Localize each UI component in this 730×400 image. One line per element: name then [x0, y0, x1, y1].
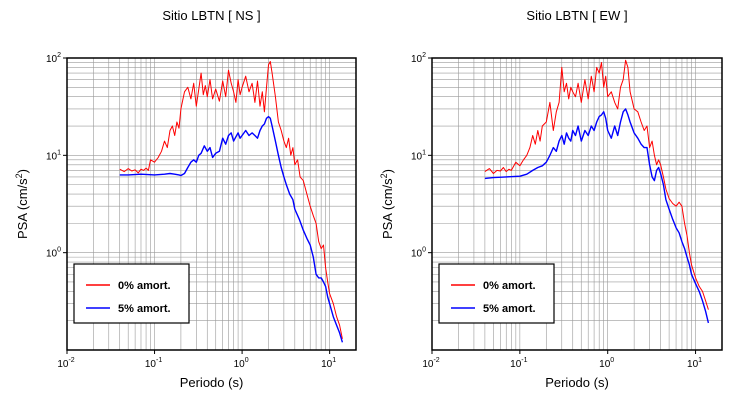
x-tick-label: 10-1 [510, 357, 527, 370]
chart-title: Sitio LBTN [ NS ] [162, 8, 260, 23]
y-tick-label: 102 [46, 52, 61, 65]
legend-label-undamped: 0% amort. [483, 280, 536, 292]
plot-frame [431, 57, 723, 351]
x-tick-exponent: -2 [68, 357, 74, 364]
y-axis-label-tail: ) [15, 169, 30, 173]
x-tick-base: 10 [687, 359, 699, 370]
grid [67, 58, 356, 350]
y-tick-base: 10 [411, 54, 423, 65]
legend-label-undamped: 0% amort. [118, 280, 171, 292]
y-tick-base: 10 [411, 151, 423, 162]
x-tick-exponent: -1 [521, 357, 527, 364]
x-tick-base: 10 [599, 359, 611, 370]
series-line-damped [119, 115, 344, 343]
series-group [119, 61, 344, 343]
y-tick-exponent: 1 [57, 149, 61, 156]
x-tick-exponent: -1 [156, 357, 162, 364]
legend-label-damped: 5% amort. [483, 303, 536, 315]
x-tick-exponent: -2 [433, 357, 439, 364]
y-axis-label-base: PSA (cm/s [15, 178, 30, 239]
x-tick-label: 10-2 [57, 357, 74, 370]
legend-box [73, 263, 190, 324]
series-line-undamped [119, 61, 343, 340]
y-tick-label: 102 [411, 52, 426, 65]
y-tick-exponent: 0 [422, 247, 426, 254]
x-tick-base: 10 [145, 359, 157, 370]
y-axis-label: PSA (cm/s2) [379, 169, 395, 239]
legend-box [438, 263, 555, 324]
y-axis-label-base: PSA (cm/s [380, 178, 395, 239]
y-tick-label: 101 [46, 149, 61, 162]
series-line-damped [484, 108, 710, 324]
y-axis-label-superscript: 2 [379, 173, 389, 178]
y-tick-exponent: 2 [422, 52, 426, 59]
legend-label-damped: 5% amort. [118, 303, 171, 315]
y-tick-exponent: 2 [57, 52, 61, 59]
x-tick-exponent: 1 [698, 357, 702, 364]
x-tick-base: 10 [510, 359, 522, 370]
x-tick-label: 101 [321, 357, 336, 370]
x-axis-label: Periodo (s) [545, 375, 609, 390]
y-tick-base: 10 [46, 54, 58, 65]
x-tick-exponent: 0 [245, 357, 249, 364]
series-group [484, 59, 710, 324]
y-tick-label: 100 [46, 247, 61, 260]
x-tick-exponent: 0 [610, 357, 614, 364]
x-tick-label: 10-1 [145, 357, 162, 370]
x-tick-label: 101 [687, 357, 702, 370]
legend: 0% amort. 5% amort. [438, 263, 555, 324]
y-tick-base: 10 [411, 249, 423, 260]
x-tick-base: 10 [57, 359, 69, 370]
x-tick-base: 10 [321, 359, 333, 370]
series-line-undamped [484, 59, 709, 310]
x-tick-base: 10 [422, 359, 434, 370]
y-axis-label-tail: ) [380, 169, 395, 173]
y-tick-base: 10 [46, 249, 58, 260]
x-tick-label: 100 [599, 357, 614, 370]
plot-frame [66, 57, 357, 351]
legend: 0% amort. 5% amort. [73, 263, 190, 324]
chart-title: Sitio LBTN [ EW ] [526, 8, 627, 23]
x-tick-exponent: 1 [332, 357, 336, 364]
y-axis-label-superscript: 2 [14, 173, 24, 178]
x-tick-label: 100 [234, 357, 249, 370]
x-axis-label: Periodo (s) [180, 375, 244, 390]
y-tick-base: 10 [46, 151, 58, 162]
x-tick-label: 10-2 [422, 357, 439, 370]
y-tick-label: 100 [411, 247, 426, 260]
y-tick-label: 101 [411, 149, 426, 162]
x-tick-base: 10 [234, 359, 246, 370]
y-tick-exponent: 1 [422, 149, 426, 156]
y-axis-label: PSA (cm/s2) [14, 169, 30, 239]
y-tick-exponent: 0 [57, 247, 61, 254]
